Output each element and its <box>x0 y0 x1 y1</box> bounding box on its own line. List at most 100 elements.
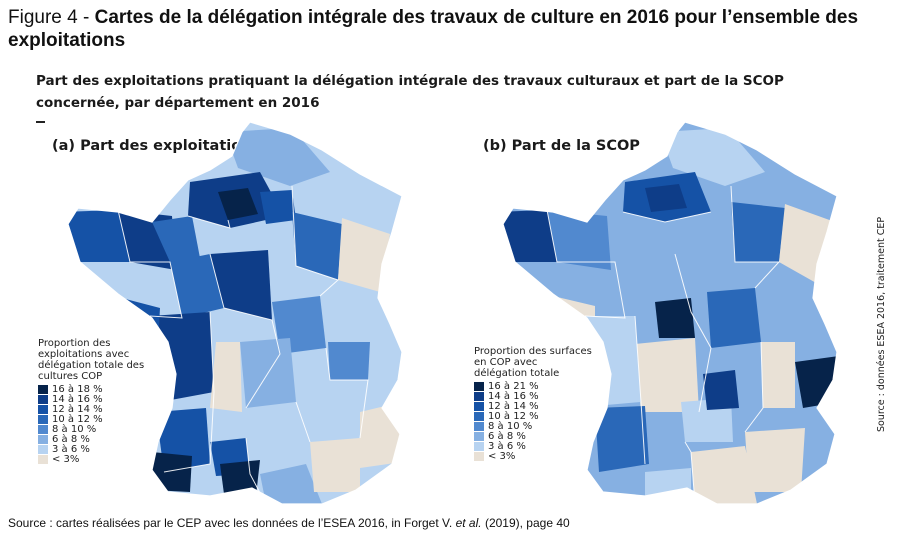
footer-suffix: (2019), page 40 <box>481 516 570 530</box>
legend-b-item: 16 à 21 % <box>474 380 592 392</box>
map-b-region-provence <box>745 428 805 492</box>
map-a-france <box>67 121 403 505</box>
legend-a-label: 10 à 12 % <box>52 413 103 425</box>
legend-b-item: 10 à 12 % <box>474 410 592 422</box>
legend-b-swatch <box>474 421 484 431</box>
map-b-region-languedoc <box>691 446 757 504</box>
legend-b-swatch <box>474 381 484 391</box>
map-b-region-limousin <box>635 338 699 412</box>
legend-a-swatch <box>38 394 48 404</box>
legend-b-label: 16 à 21 % <box>488 380 539 392</box>
map-b-region-nord <box>660 128 765 186</box>
legend-a-label: < 3% <box>52 453 80 465</box>
legend-a: Proportion des exploitations avec déléga… <box>38 338 158 465</box>
legend-b: Proportion des surfaces en COP avec délé… <box>474 346 592 462</box>
map-a-region-nord <box>225 128 330 186</box>
map-a-region-landes <box>152 452 192 492</box>
map-a-region-centre-1 <box>170 254 224 318</box>
legend-a-label: 8 à 10 % <box>52 423 97 435</box>
legend-b-label: 8 à 10 % <box>488 420 533 432</box>
legend-b-label: < 3% <box>488 450 516 462</box>
legend-b-label: 10 à 12 % <box>488 410 539 422</box>
map-b-region-bretagne-east <box>547 210 611 270</box>
subtitle-dash <box>36 121 45 123</box>
map-b-region-aquitaine <box>595 406 649 472</box>
legend-b-label: 3 à 6 % <box>488 440 526 452</box>
map-b-region-cher <box>655 298 695 338</box>
legend-b-label: 12 à 14 % <box>488 400 539 412</box>
legend-a-label: 3 à 6 % <box>52 443 90 455</box>
map-b-region-rhone <box>761 342 795 408</box>
map-b-france <box>502 121 838 505</box>
map-a-region-centre-2 <box>210 250 272 320</box>
legend-a-label: 16 à 18 % <box>52 383 103 395</box>
footer-etal: et al. <box>455 516 482 530</box>
figure-title: Figure 4 - Cartes de la délégation intég… <box>8 6 888 52</box>
legend-a-swatch <box>38 454 48 464</box>
legend-a-item: 16 à 18 % <box>38 383 158 395</box>
footer-source: Source : cartes réalisées par le CEP ave… <box>8 516 570 530</box>
map-a-region-lorraine <box>338 218 390 292</box>
map-a-region-languedoc <box>260 464 322 504</box>
map-a-region-champagne <box>292 212 342 280</box>
legend-a-item: 3 à 6 % <box>38 443 158 455</box>
footer-prefix: Source : cartes réalisées par le CEP ave… <box>8 516 456 530</box>
legend-b-item: < 3% <box>474 450 592 462</box>
figure-title-text: Cartes de la délégation intégrale des tr… <box>8 7 859 51</box>
legend-b-item: 6 à 8 % <box>474 430 592 442</box>
side-source: Source : données ESEA 2016, traitement C… <box>876 216 887 432</box>
legend-b-rows: 16 à 21 % 14 à 16 % 12 à 14 % 10 à 12 % 8 à … <box>474 380 592 462</box>
legend-a-title: Proportion des exploitations avec déléga… <box>38 338 145 382</box>
legend-a-label: 14 à 16 % <box>52 393 103 405</box>
legend-a-item: 12 à 14 % <box>38 403 158 415</box>
legend-a-swatch <box>38 384 48 394</box>
legend-b-label: 6 à 8 % <box>488 430 526 442</box>
map-a-title: (a) Part des exploitations <box>52 138 261 154</box>
legend-b-swatch <box>474 431 484 441</box>
map-a-region-toulouse <box>220 460 260 496</box>
legend-b-swatch <box>474 411 484 421</box>
legend-b-swatch <box>474 451 484 461</box>
legend-b-item: 14 à 16 % <box>474 390 592 402</box>
map-b-region-aveyron <box>703 370 739 410</box>
legend-b-title: Proportion des surfaces en COP avec délé… <box>474 346 592 379</box>
map-b-region-bourgogne <box>707 288 761 348</box>
legend-a-label: 12 à 14 % <box>52 403 103 415</box>
map-a-borders <box>117 185 369 504</box>
map-a-region-alpes <box>360 402 402 468</box>
legend-b-label: 14 à 16 % <box>488 390 539 402</box>
legend-a-swatch <box>38 434 48 444</box>
legend-a-swatch <box>38 404 48 414</box>
legend-a-item: 10 à 12 % <box>38 413 158 425</box>
legend-b-swatch <box>474 401 484 411</box>
legend-a-swatch <box>38 424 48 434</box>
map-a-region-provence <box>310 438 360 492</box>
map-subtitle: Part des exploitations pratiquant la dél… <box>36 73 784 111</box>
legend-b-swatch <box>474 441 484 451</box>
map-a-region-bretagne-west <box>68 210 130 262</box>
legend-a-item: < 3% <box>38 453 158 465</box>
map-b-title: (b) Part de la SCOP <box>483 138 640 154</box>
map-b-region-poitou <box>585 316 641 406</box>
map-b-borders <box>546 185 781 504</box>
legend-a-item: 8 à 10 % <box>38 423 158 435</box>
legend-a-item: 6 à 8 % <box>38 433 158 445</box>
map-a-region-ile <box>260 190 296 224</box>
map-b-region-picardie-dark <box>645 184 687 212</box>
map-b-region-champagne <box>731 202 785 262</box>
map-a-region-rhone <box>328 342 370 380</box>
legend-a-swatch <box>38 444 48 454</box>
map-a-region-normandie <box>152 216 200 262</box>
legend-a-label: 6 à 8 % <box>52 433 90 445</box>
map-a-region-limousin <box>210 342 242 412</box>
legend-b-item: 3 à 6 % <box>474 440 592 452</box>
legend-a-item: 14 à 16 % <box>38 393 158 405</box>
legend-b-item: 12 à 14 % <box>474 400 592 412</box>
legend-b-item: 8 à 10 % <box>474 420 592 432</box>
legend-a-rows: 16 à 18 % 14 à 16 % 12 à 14 % 10 à 12 % 8 à … <box>38 383 158 465</box>
figure-number: Figure 4 - <box>8 7 95 28</box>
map-b-region-pyrenees <box>645 468 691 504</box>
legend-b-swatch <box>474 391 484 401</box>
map-a-region-picardie-2 <box>218 188 258 220</box>
map-b-region-bretagne-west <box>503 210 557 262</box>
